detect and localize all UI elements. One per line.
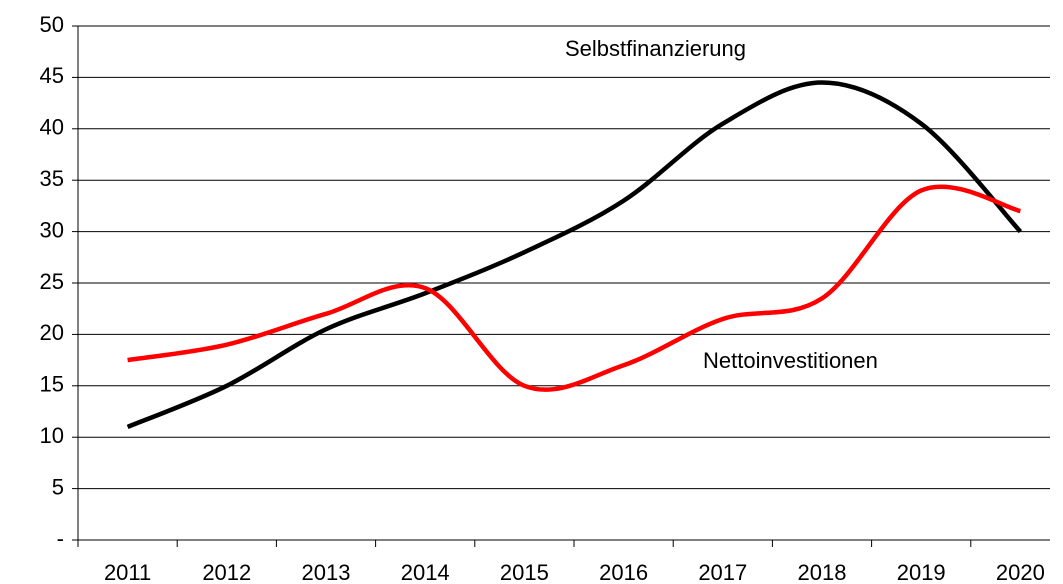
- y-tick-label: 35: [40, 166, 64, 191]
- x-tick-label: 2015: [500, 560, 549, 584]
- series-line: [126, 80, 1023, 429]
- x-tick-label: 2012: [202, 560, 251, 584]
- x-tick-label: 2016: [599, 560, 648, 584]
- y-tick-label: 25: [40, 269, 64, 294]
- x-tick-label: 2017: [698, 560, 747, 584]
- y-tick-label: 40: [40, 115, 64, 140]
- x-tick-label: 2011: [104, 560, 151, 584]
- y-tick-label: 45: [40, 63, 64, 88]
- y-tick-label: 50: [40, 12, 64, 37]
- series-label: Nettoinvestitionen: [703, 348, 878, 373]
- x-tick-label: 2013: [302, 560, 351, 584]
- y-tick-label: 5: [52, 474, 64, 499]
- x-tick-label: 2019: [897, 560, 946, 584]
- series-label: Selbstfinanzierung: [565, 36, 746, 61]
- y-tick-label: 20: [40, 320, 64, 345]
- x-tick-label: 2020: [996, 560, 1045, 584]
- y-tick-label: 10: [40, 423, 64, 448]
- y-tick-label: 15: [40, 372, 64, 397]
- y-tick-label: 30: [40, 217, 64, 242]
- y-tick-label: -: [57, 526, 64, 551]
- x-tick-label: 2014: [401, 560, 450, 584]
- series-line: [127, 184, 1021, 392]
- x-tick-label: 2018: [798, 560, 847, 584]
